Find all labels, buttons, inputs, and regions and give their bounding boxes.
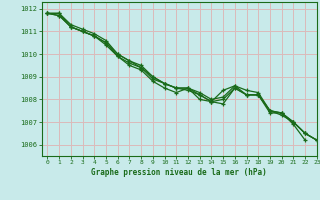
X-axis label: Graphe pression niveau de la mer (hPa): Graphe pression niveau de la mer (hPa): [91, 168, 267, 177]
